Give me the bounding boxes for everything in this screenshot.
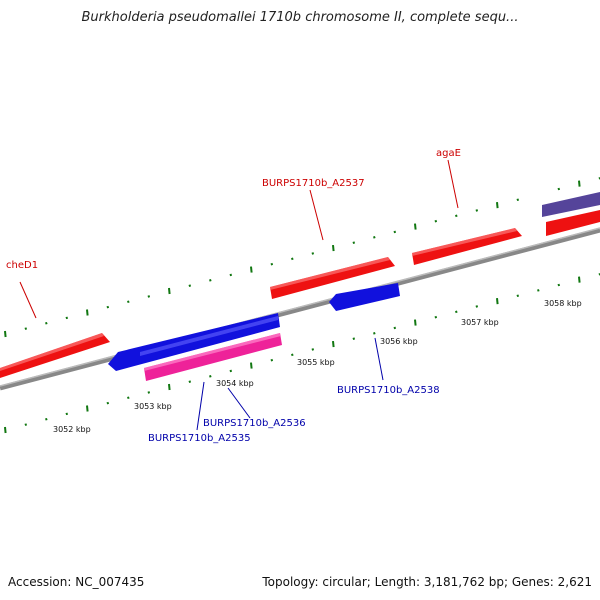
tick-mark (434, 315, 438, 319)
tick-mark (311, 348, 315, 351)
tick-mark (209, 375, 212, 378)
tick-mark (414, 223, 417, 230)
tick-mark (65, 316, 69, 320)
tick-mark (393, 326, 397, 330)
tick-mark (270, 262, 274, 266)
tick-mark (65, 412, 69, 416)
tick-mark (475, 305, 479, 308)
tick-mark (168, 287, 171, 295)
gene-label-a2536: BURPS1710b_A2536 (203, 418, 306, 429)
gene-label-a2538: BURPS1710b_A2538 (337, 385, 440, 396)
topology-summary: Topology: circular; Length: 3,181,762 bp… (262, 575, 592, 589)
tick-mark (291, 257, 294, 261)
tick-mark (147, 295, 151, 298)
tick-mark (45, 417, 48, 421)
kbp-label: 3054 kbp (216, 379, 254, 388)
tick-mark (516, 198, 520, 202)
tick-mark (4, 426, 7, 434)
tick-mark (352, 241, 356, 244)
tick-mark (352, 337, 356, 340)
tick-mark (106, 401, 110, 405)
tick-mark (4, 330, 7, 338)
tick-mark (332, 244, 335, 252)
backbone-line (0, 227, 600, 391)
leader-agae (447, 159, 459, 209)
kbp-label: 3052 kbp (53, 425, 91, 434)
tick-mark (127, 396, 130, 400)
gene-label-a2537: BURPS1710b_A2537 (262, 178, 365, 189)
tick-mark (496, 297, 499, 305)
gene-ched1-shine (0, 333, 104, 371)
gene-edge-forward-arrow[interactable] (546, 210, 600, 236)
tick-mark (475, 209, 479, 212)
tick-mark (45, 321, 48, 325)
gene-edge-other-arrow[interactable] (542, 192, 600, 217)
tick-mark (414, 319, 417, 326)
tick-mark (127, 300, 130, 304)
gene-label-a2535: BURPS1710b_A2535 (148, 433, 251, 444)
gene-agae-shine (412, 228, 517, 256)
tick-mark (229, 369, 233, 373)
tick-mark (86, 405, 89, 412)
tick-mark (393, 230, 397, 234)
kbp-label: 3056 kbp (380, 337, 418, 346)
backbone-highlight (0, 227, 600, 387)
map-title: Burkholderia pseudomallei 1710b chromoso… (81, 10, 519, 25)
tick-mark (557, 187, 561, 191)
tick-mark (270, 358, 274, 362)
gene-agae-arrow[interactable] (412, 228, 522, 265)
tick-mark (373, 332, 376, 335)
gene-label-ched1: cheD1 (6, 260, 38, 271)
tick-mark (311, 252, 315, 255)
tick-mark (332, 340, 335, 348)
tick-mark (578, 276, 581, 283)
kbp-label: 3055 kbp (297, 358, 335, 367)
tick-mark (229, 273, 233, 277)
gene-a2535-arrow[interactable] (144, 333, 282, 381)
tick-mark (209, 279, 212, 282)
kbp-label: 3057 kbp (461, 318, 499, 327)
tick-mark (373, 236, 376, 239)
tick-mark (24, 423, 28, 426)
tick-mark (455, 310, 458, 314)
tick-mark (516, 294, 520, 298)
tick-mark (188, 380, 192, 383)
leader-a2537 (309, 189, 324, 241)
kbp-label: 3053 kbp (134, 402, 172, 411)
tick-mark (250, 362, 253, 369)
tick-mark (147, 391, 151, 394)
gene-label-agae: agaE (436, 148, 461, 159)
tick-mark (250, 266, 253, 273)
leader-a2535 (196, 381, 205, 431)
leader-a2538 (374, 337, 384, 381)
leader-ched1 (19, 281, 37, 319)
tick-mark (106, 305, 110, 309)
tick-mark (537, 289, 540, 292)
leader-a2536 (227, 387, 251, 419)
lower-tick-track (4, 273, 600, 434)
gene-ched1-arrow[interactable] (0, 333, 110, 378)
gene-a2536-shine (140, 316, 278, 356)
tick-mark (168, 383, 171, 391)
tick-mark (86, 309, 89, 316)
tick-mark (24, 327, 28, 330)
gene-a2537-shine (270, 257, 390, 290)
tick-mark (578, 180, 581, 187)
tick-mark (434, 219, 438, 223)
gene-a2538-arrow[interactable] (329, 283, 400, 311)
accession-text: Accession: NC_007435 (8, 575, 145, 589)
tick-mark (188, 284, 192, 287)
tick-mark (557, 283, 561, 287)
tick-mark (496, 201, 499, 209)
tick-mark (455, 214, 458, 218)
gene-a2535-shine (144, 333, 281, 371)
kbp-label: 3058 kbp (544, 299, 582, 308)
gene-a2537-arrow[interactable] (270, 257, 395, 299)
tick-mark (291, 353, 294, 357)
upper-tick-track (4, 177, 600, 338)
